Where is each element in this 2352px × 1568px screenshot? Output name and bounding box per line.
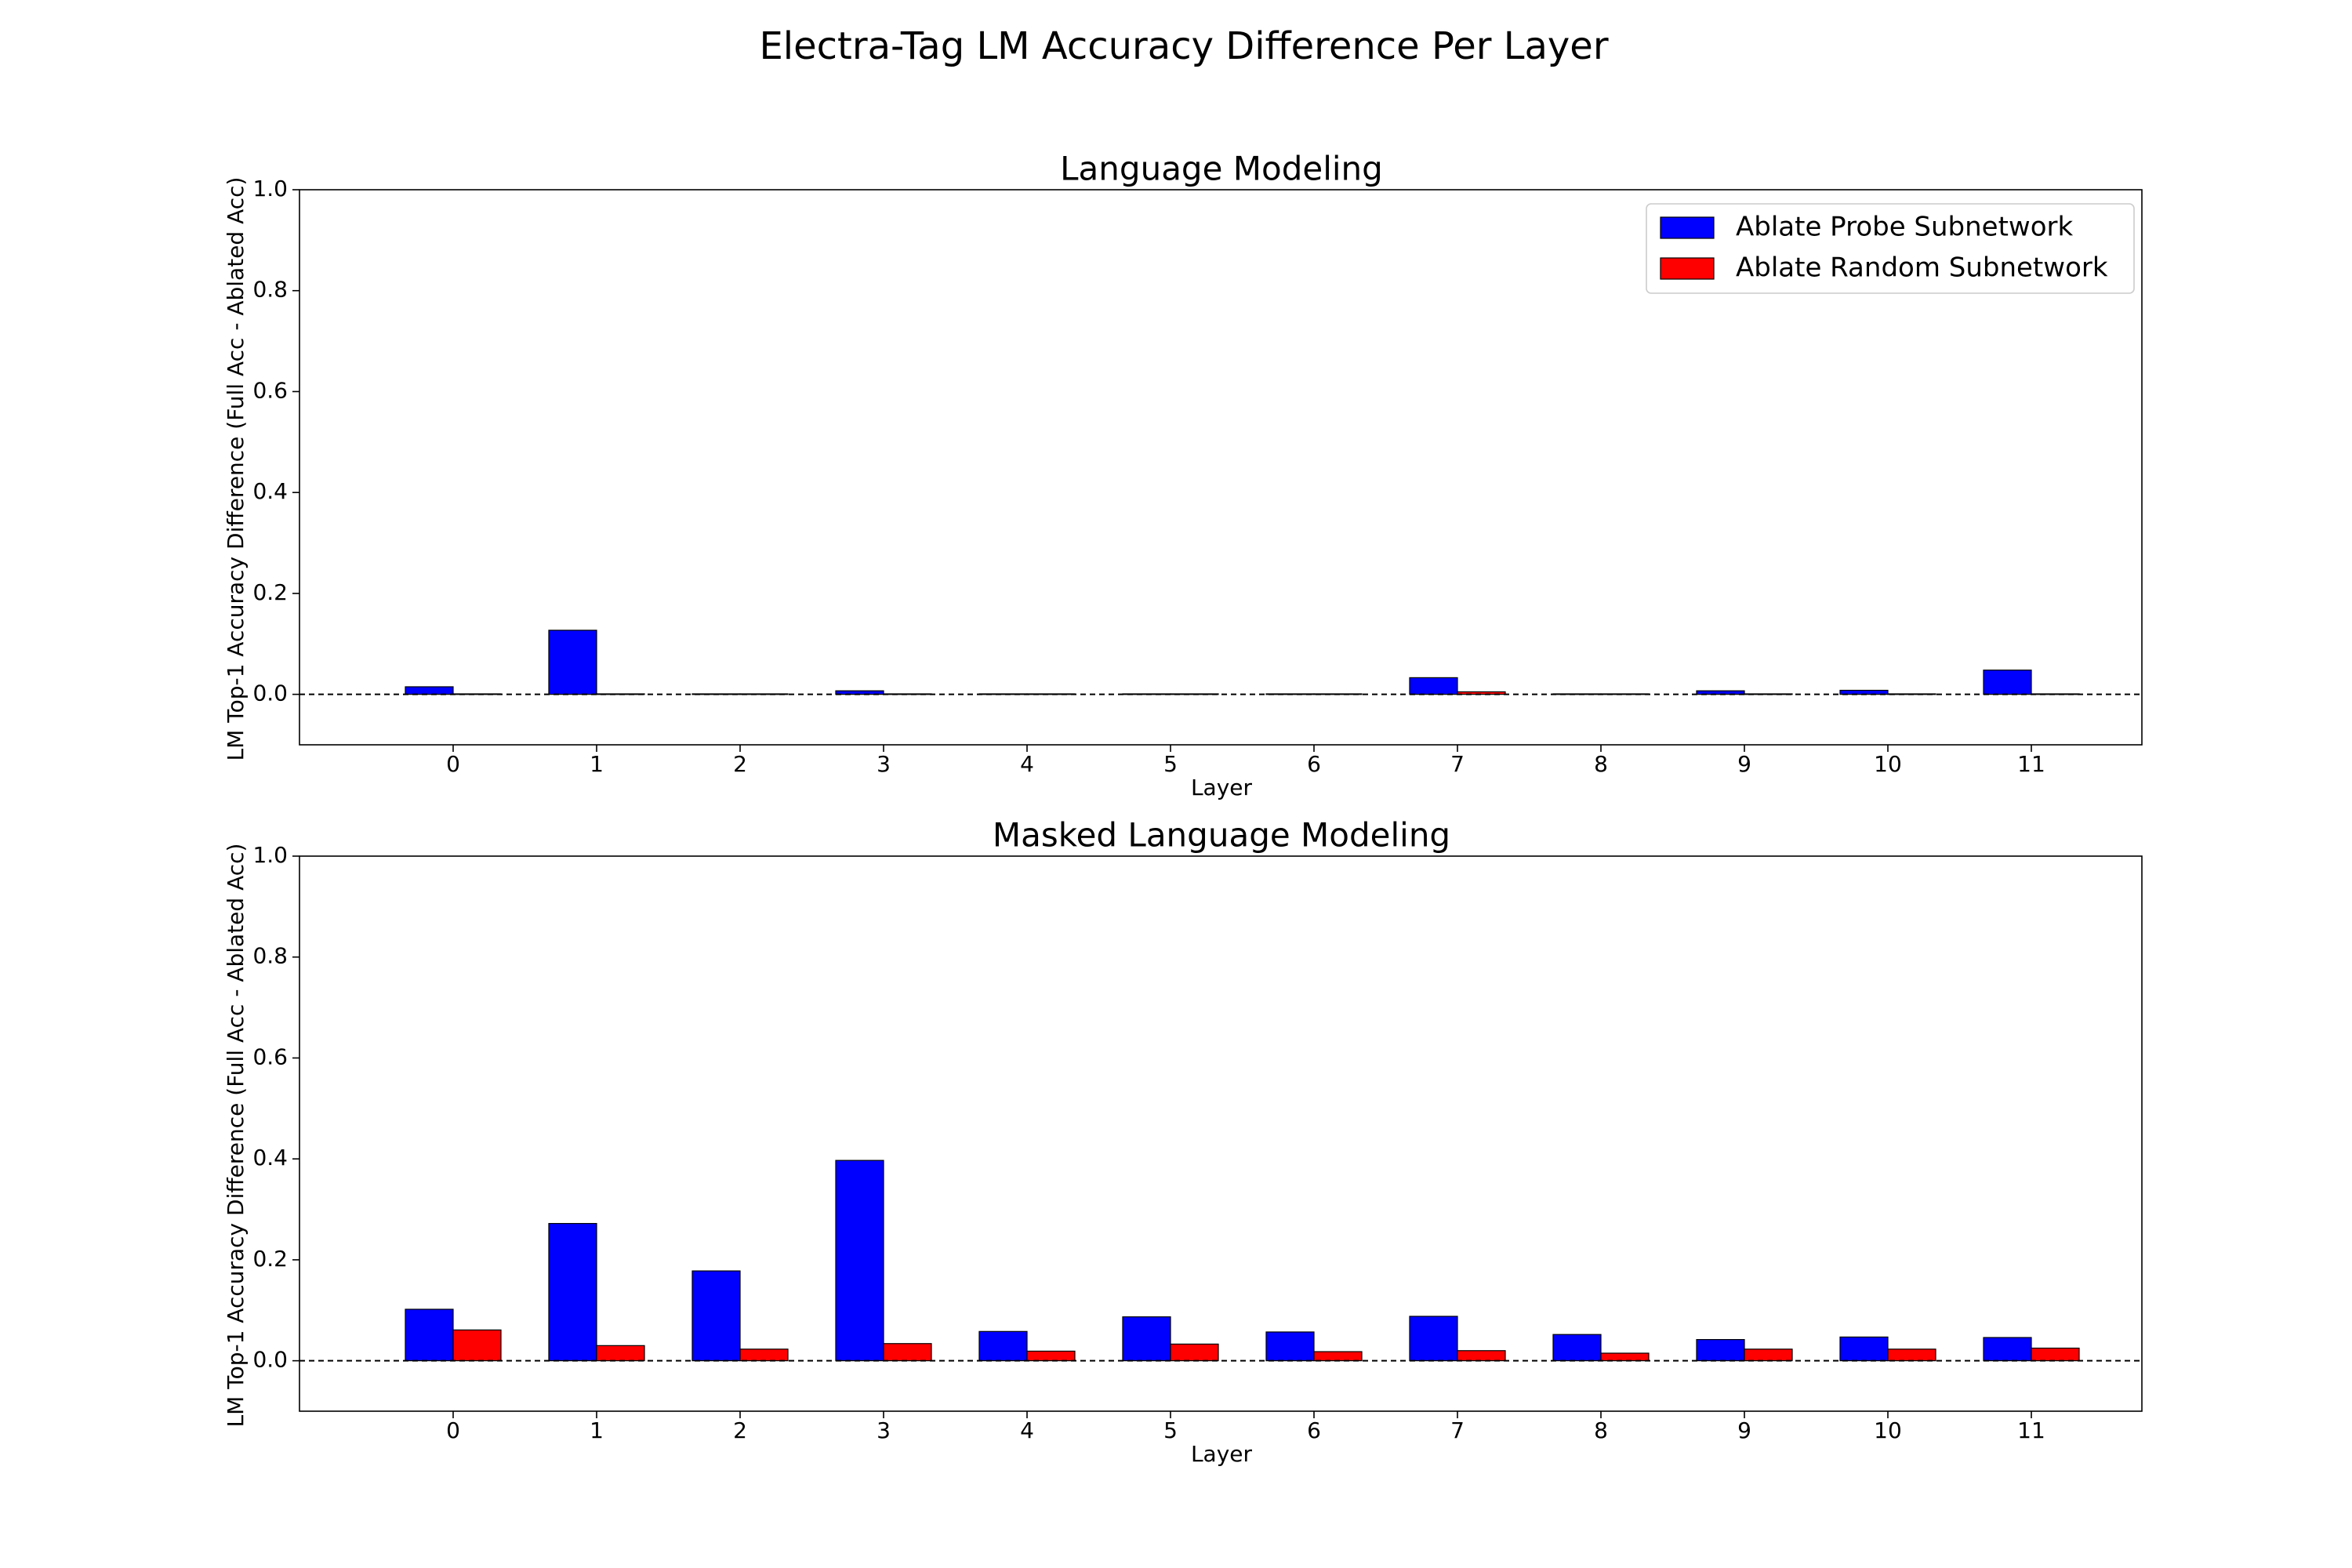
bar-random-layer-11 — [2031, 1347, 2080, 1362]
y-tick-label: 0.2 — [252, 1246, 288, 1272]
x-tick-label: 10 — [1874, 751, 1902, 777]
bar-random-layer-10 — [1887, 1348, 1936, 1362]
x-tick-label: 2 — [733, 751, 747, 777]
bar-probe-layer-5 — [1122, 1316, 1171, 1362]
y-tick-label: 0.4 — [252, 1145, 288, 1171]
x-tick-label: 0 — [446, 1417, 460, 1443]
bar-probe-layer-1 — [548, 1222, 597, 1362]
bar-probe-layer-9 — [1696, 1339, 1745, 1362]
x-tick-label: 7 — [1450, 1417, 1465, 1443]
bar-random-layer-0 — [452, 1329, 502, 1362]
y-tick-label: 0.6 — [252, 377, 288, 403]
x-tick-label: 7 — [1450, 751, 1465, 777]
x-tick-label: 8 — [1594, 751, 1608, 777]
x-tick-label: 4 — [1020, 751, 1034, 777]
x-tick-label: 6 — [1307, 751, 1321, 777]
bar-probe-layer-3 — [835, 1160, 884, 1362]
legend-label: Ablate Probe Subnetwork — [1736, 212, 2074, 243]
x-tick-label: 6 — [1307, 1417, 1321, 1443]
bar-probe-layer-4 — [978, 1330, 1028, 1362]
bar-random-layer-6 — [1313, 1351, 1363, 1362]
bar-random-layer-9 — [1744, 1348, 1793, 1362]
axes-frame — [299, 189, 2143, 746]
bar-probe-layer-7 — [1409, 677, 1458, 695]
legend-swatch — [1660, 257, 1715, 280]
bar-probe-layer-0 — [405, 686, 454, 695]
axes-frame — [299, 855, 2143, 1412]
bar-probe-layer-8 — [1552, 1334, 1602, 1362]
x-tick-label: 4 — [1020, 1417, 1034, 1443]
y-tick-label: 1.0 — [252, 842, 288, 868]
x-tick-label: 11 — [2017, 751, 2045, 777]
bar-probe-layer-10 — [1839, 1336, 1889, 1362]
subplot-language-modeling: Language Modeling LM Top-1 Accuracy Diff… — [223, 150, 2143, 800]
x-tick-label: 0 — [446, 751, 460, 777]
bar-probe-layer-11 — [1983, 1337, 2032, 1362]
x-tick-label: 11 — [2017, 1417, 2045, 1443]
y-tick-label: 0.8 — [252, 277, 288, 303]
bar-random-layer-1 — [596, 1345, 645, 1362]
x-tick-label: 3 — [877, 1417, 891, 1443]
y-tick-label: 0.8 — [252, 943, 288, 969]
y-axis-label: LM Top-1 Accuracy Difference (Full Acc -… — [223, 177, 249, 761]
bar-probe-layer-2 — [691, 1270, 741, 1362]
x-tick-label: 5 — [1163, 1417, 1178, 1443]
bar-random-layer-2 — [739, 1348, 789, 1362]
legend-box — [1646, 203, 2135, 294]
subplot-title: Language Modeling — [1060, 150, 1383, 188]
bar-random-layer-5 — [1170, 1343, 1219, 1362]
figure-title: Electra-Tag LM Accuracy Difference Per L… — [759, 24, 1608, 68]
x-tick-label: 5 — [1163, 751, 1178, 777]
bar-probe-layer-1 — [548, 630, 597, 695]
x-tick-label: 9 — [1737, 1417, 1751, 1443]
y-tick-label: 0.4 — [252, 478, 288, 504]
y-tick-label: 1.0 — [252, 176, 288, 201]
legend-label: Ablate Random Subnetwork — [1736, 252, 2108, 284]
y-axis-label: LM Top-1 Accuracy Difference (Full Acc -… — [223, 844, 249, 1428]
bar-random-layer-7 — [1457, 1350, 1506, 1362]
bar-probe-layer-6 — [1265, 1331, 1315, 1362]
bar-random-layer-7 — [1457, 691, 1506, 695]
y-tick-label: 0.0 — [252, 1347, 288, 1373]
legend-swatch — [1660, 216, 1715, 239]
x-axis-label: Layer — [1191, 775, 1253, 800]
y-tick-label: 0.0 — [252, 681, 288, 706]
bar-random-layer-8 — [1600, 1352, 1650, 1362]
x-tick-label: 2 — [733, 1417, 747, 1443]
bar-probe-layer-11 — [1983, 670, 2032, 695]
bar-random-layer-3 — [883, 1343, 932, 1362]
bar-random-layer-4 — [1026, 1350, 1076, 1362]
bar-probe-layer-7 — [1409, 1316, 1458, 1362]
x-tick-label: 1 — [590, 1417, 604, 1443]
x-tick-label: 8 — [1594, 1417, 1608, 1443]
x-tick-label: 9 — [1737, 751, 1751, 777]
legend: Ablate Probe Subnetwork Ablate Random Sub… — [1646, 203, 2135, 294]
x-axis-label: Layer — [1191, 1441, 1253, 1467]
x-tick-label: 1 — [590, 751, 604, 777]
subplot-masked-language-modeling: Masked Language Modeling LM Top-1 Accura… — [223, 816, 2143, 1467]
bar-probe-layer-0 — [405, 1308, 454, 1362]
subplot-title: Masked Language Modeling — [993, 816, 1450, 855]
x-tick-label: 3 — [877, 751, 891, 777]
y-tick-label: 0.2 — [252, 579, 288, 605]
x-tick-label: 10 — [1874, 1417, 1902, 1443]
y-tick-label: 0.6 — [252, 1044, 288, 1069]
